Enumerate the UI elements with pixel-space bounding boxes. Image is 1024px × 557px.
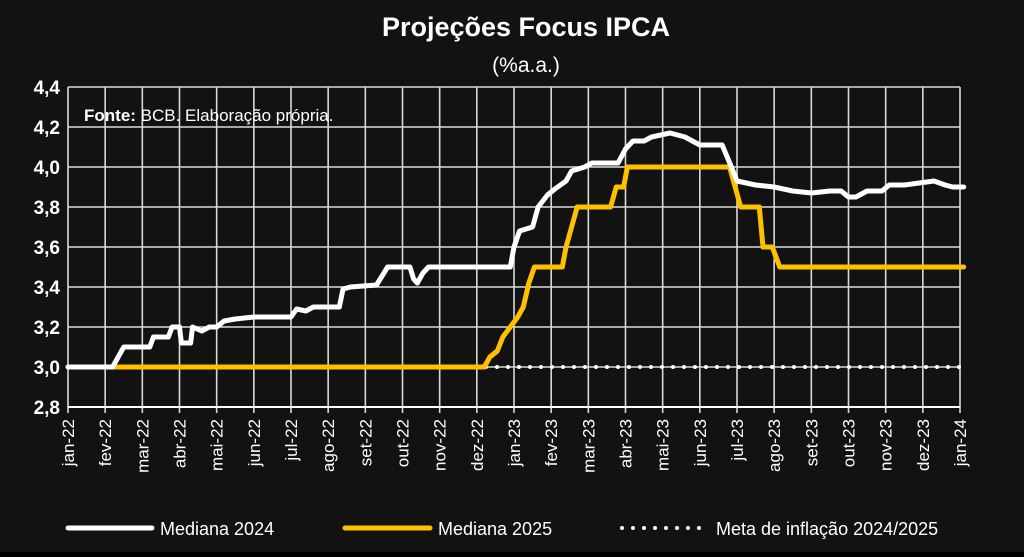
series-lines	[65, 130, 967, 370]
x-tick-label: fev-23	[542, 419, 561, 466]
y-tick-label: 3,8	[34, 198, 60, 219]
x-tick-label: jan-22	[59, 419, 78, 467]
x-tick-label: nov-22	[431, 419, 450, 471]
x-tick-label: jun-22	[245, 419, 264, 467]
x-tick-label: out-22	[394, 419, 413, 467]
x-tick-label: fev-22	[96, 419, 115, 466]
y-tick-label: 3,6	[34, 238, 60, 259]
y-tick-label: 2,8	[34, 398, 60, 419]
legend-label: Mediana 2025	[438, 519, 552, 539]
y-tick-label: 3,2	[34, 318, 60, 339]
x-tick-label: jan-24	[951, 419, 970, 467]
y-axis-ticks: 2,8 3,0 3,2 3,4 3,6 3,8 4,0 4,2 4,4	[34, 78, 61, 419]
x-tick-label: abr-22	[171, 419, 190, 468]
gridlines	[67, 86, 961, 408]
x-tick-label: jul-22	[282, 419, 301, 462]
source-label: Fonte:	[84, 106, 136, 125]
axes	[67, 406, 961, 413]
y-tick-label: 3,0	[34, 358, 60, 379]
x-tick-label: ago-22	[319, 419, 338, 472]
y-tick-label: 3,4	[34, 278, 61, 299]
legend: Mediana 2024 Mediana 2025 Meta de inflação…	[65, 519, 938, 539]
chart-title: Projeções Focus IPCA	[382, 12, 670, 42]
x-tick-label: dez-23	[914, 419, 933, 471]
x-tick-label: jul-23	[728, 419, 747, 462]
legend-item-meta: Meta de inflação 2024/2025	[620, 519, 938, 539]
x-tick-label: set-22	[356, 419, 375, 466]
x-tick-label: mar-23	[579, 419, 598, 473]
x-tick-label: ago-23	[765, 419, 784, 472]
x-tick-label: abr-23	[617, 419, 636, 468]
x-tick-label: mai-23	[654, 419, 673, 471]
x-tick-label: jun-23	[691, 419, 710, 467]
x-tick-label: dez-22	[468, 419, 487, 471]
legend-item-mediana-2024: Mediana 2024	[65, 519, 274, 539]
source-note: Fonte: BCB. Elaboração própria.	[84, 106, 333, 125]
source-text: BCB. Elaboração própria.	[136, 106, 334, 125]
x-tick-label: nov-23	[877, 419, 896, 471]
series-line-mediana-2024	[65, 130, 967, 370]
x-tick-label: out-23	[840, 419, 859, 467]
y-tick-label: 4,0	[34, 158, 60, 179]
legend-label: Mediana 2024	[160, 519, 274, 539]
legend-label: Meta de inflação 2024/2025	[716, 519, 938, 539]
series-line-mediana-2025	[65, 164, 967, 370]
x-tick-label: set-23	[802, 419, 821, 466]
x-tick-label: mai-22	[208, 419, 227, 471]
legend-item-mediana-2025: Mediana 2025	[342, 519, 552, 539]
x-axis-ticks: jan-22 fev-22 mar-22 abr-22 mai-22 jun-22 jul-…	[59, 419, 970, 473]
x-tick-label: jan-23	[505, 419, 524, 467]
x-tick-label: mar-22	[133, 419, 152, 473]
y-tick-label: 4,2	[34, 118, 60, 139]
y-tick-label: 4,4	[34, 78, 61, 99]
chart-subtitle: (%a.a.)	[492, 54, 560, 77]
